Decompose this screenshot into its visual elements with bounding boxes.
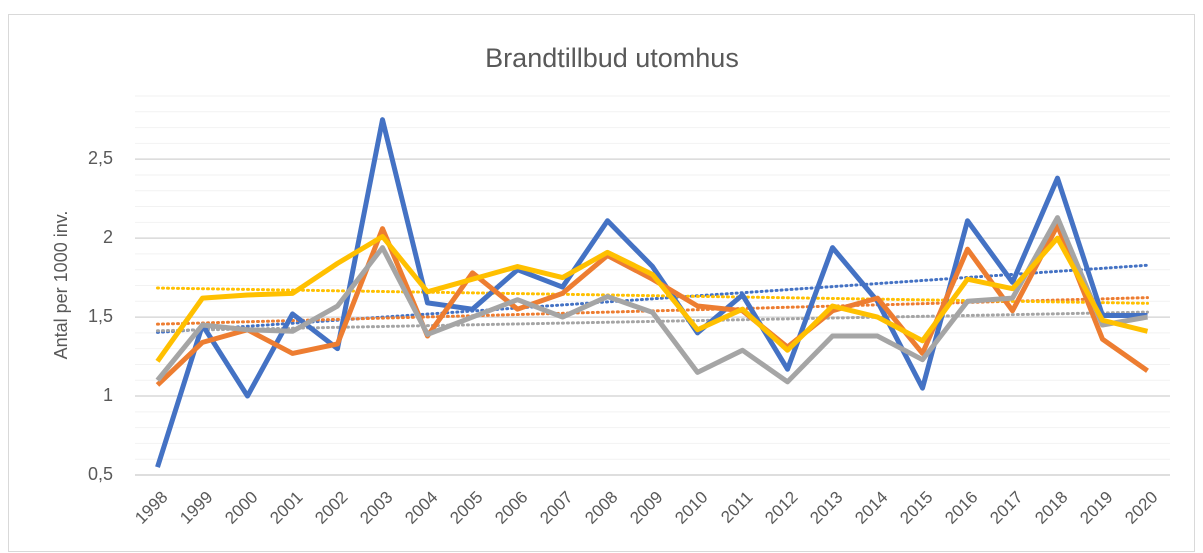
trendline xyxy=(156,310,1149,333)
series-line xyxy=(155,222,1149,387)
y-tick-label: 1 xyxy=(103,385,113,405)
series-line xyxy=(155,117,1148,468)
chart-title: Brandtillbud utomhus xyxy=(485,43,739,73)
y-axis-label: Antal per 1000 inv. xyxy=(51,211,71,360)
y-tick-label: 1,5 xyxy=(88,306,113,326)
y-tick-label: 2,5 xyxy=(88,148,113,168)
y-tick-label: 2 xyxy=(103,227,113,247)
y-tick-label: 0,5 xyxy=(88,464,113,484)
series-line xyxy=(155,234,1149,363)
series-line xyxy=(155,215,1148,385)
